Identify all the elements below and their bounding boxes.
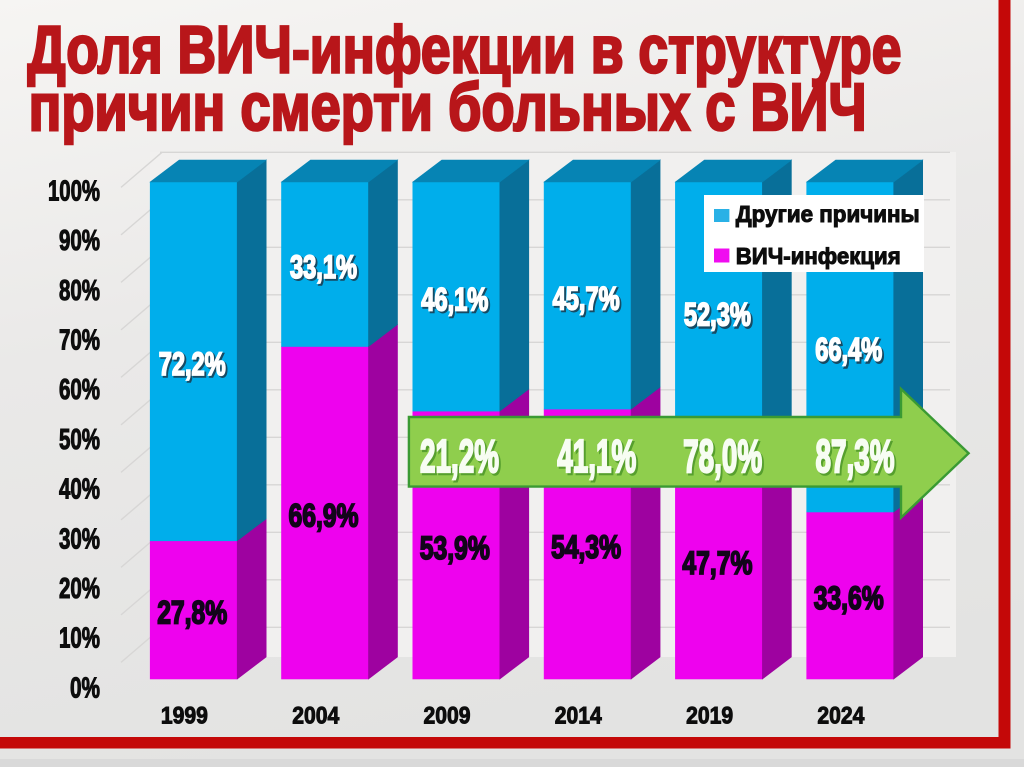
svg-text:87,3%: 87,3% xyxy=(817,432,896,484)
svg-text:87,3%: 87,3% xyxy=(816,430,895,482)
svg-text:50%: 50% xyxy=(59,424,100,456)
svg-text:54,3%: 54,3% xyxy=(551,529,621,565)
svg-text:52,3%: 52,3% xyxy=(686,298,753,334)
svg-text:78,0%: 78,0% xyxy=(683,430,762,482)
svg-text:27,8%: 27,8% xyxy=(157,595,227,631)
svg-text:33,1%: 33,1% xyxy=(292,251,359,287)
svg-text:Другие причины: Другие причины xyxy=(736,201,920,227)
svg-text:52,3%: 52,3% xyxy=(684,297,751,333)
svg-text:70%: 70% xyxy=(59,325,100,357)
svg-text:33,6%: 33,6% xyxy=(814,580,884,616)
svg-text:72,2%: 72,2% xyxy=(160,348,227,384)
svg-text:причин смерти больных с ВИЧ: причин смерти больных с ВИЧ xyxy=(29,70,867,145)
svg-text:100%: 100% xyxy=(48,175,100,207)
svg-text:66,4%: 66,4% xyxy=(815,332,882,368)
svg-text:80%: 80% xyxy=(59,275,100,307)
svg-text:10%: 10% xyxy=(59,623,100,655)
svg-text:41,1%: 41,1% xyxy=(559,432,638,484)
svg-text:47,7%: 47,7% xyxy=(682,545,752,581)
svg-text:2014: 2014 xyxy=(555,702,603,729)
svg-text:Доля ВИЧ-инфекции в структуре: Доля ВИЧ-инфекции в структуре xyxy=(28,13,902,88)
svg-text:30%: 30% xyxy=(59,523,100,555)
svg-text:66,9%: 66,9% xyxy=(289,498,359,534)
svg-text:40%: 40% xyxy=(59,474,100,506)
svg-text:53,9%: 53,9% xyxy=(420,530,490,566)
svg-text:2004: 2004 xyxy=(292,702,340,729)
svg-text:33,1%: 33,1% xyxy=(290,249,357,285)
svg-text:2009: 2009 xyxy=(424,702,471,729)
svg-text:21,2%: 21,2% xyxy=(422,432,501,484)
svg-text:ВИЧ-инфекция: ВИЧ-инфекция xyxy=(736,243,901,269)
svg-text:2019: 2019 xyxy=(686,702,733,729)
svg-text:45,7%: 45,7% xyxy=(553,280,620,316)
svg-text:72,2%: 72,2% xyxy=(159,346,226,382)
svg-text:90%: 90% xyxy=(59,225,100,257)
svg-text:46,1%: 46,1% xyxy=(423,283,490,319)
svg-text:20%: 20% xyxy=(59,573,100,605)
svg-text:21,2%: 21,2% xyxy=(420,430,499,482)
svg-text:2024: 2024 xyxy=(817,702,865,729)
svg-text:41,1%: 41,1% xyxy=(557,430,636,482)
svg-text:1999: 1999 xyxy=(161,702,208,729)
svg-text:60%: 60% xyxy=(59,374,100,406)
svg-text:66,4%: 66,4% xyxy=(817,333,884,369)
svg-text:45,7%: 45,7% xyxy=(554,282,621,318)
svg-text:78,0%: 78,0% xyxy=(685,432,764,484)
svg-text:46,1%: 46,1% xyxy=(421,281,488,317)
svg-text:0%: 0% xyxy=(70,672,100,704)
